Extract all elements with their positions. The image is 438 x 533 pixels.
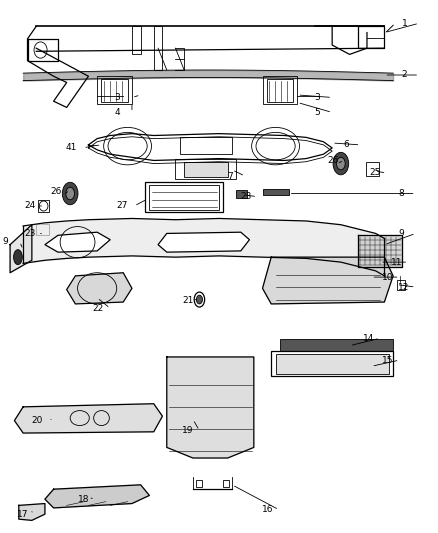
- Polygon shape: [67, 273, 132, 304]
- Polygon shape: [167, 357, 254, 458]
- Bar: [396, 280, 405, 289]
- Bar: [267, 79, 293, 102]
- Text: 20: 20: [31, 416, 42, 425]
- Text: 9: 9: [2, 237, 8, 246]
- Text: 26: 26: [327, 156, 338, 165]
- Polygon shape: [10, 225, 32, 273]
- Bar: [280, 340, 393, 351]
- Polygon shape: [262, 257, 393, 304]
- Text: 26: 26: [50, 187, 61, 196]
- Bar: [237, 190, 247, 198]
- Ellipse shape: [336, 157, 345, 170]
- Polygon shape: [19, 504, 45, 520]
- Text: 41: 41: [66, 143, 77, 152]
- Text: 27: 27: [117, 201, 128, 211]
- Text: 1: 1: [402, 19, 407, 28]
- Text: 15: 15: [382, 356, 394, 365]
- Text: 21: 21: [182, 296, 194, 305]
- Polygon shape: [14, 403, 162, 433]
- Polygon shape: [358, 235, 402, 266]
- Text: 4: 4: [115, 108, 120, 117]
- Bar: [262, 189, 289, 195]
- Ellipse shape: [62, 182, 78, 205]
- Bar: [271, 351, 393, 376]
- Text: 7: 7: [228, 172, 233, 181]
- Ellipse shape: [196, 295, 202, 304]
- Bar: [145, 182, 223, 212]
- Text: 3: 3: [115, 93, 120, 102]
- Bar: [276, 354, 389, 374]
- Text: 2: 2: [402, 70, 407, 79]
- Polygon shape: [45, 232, 110, 252]
- Text: 12: 12: [398, 282, 410, 292]
- Bar: [223, 480, 229, 487]
- Bar: [97, 76, 132, 104]
- Text: 9: 9: [398, 229, 404, 238]
- Text: 10: 10: [382, 272, 394, 281]
- Bar: [149, 185, 219, 209]
- Text: 8: 8: [398, 189, 404, 198]
- Bar: [180, 137, 232, 154]
- Text: 23: 23: [24, 229, 35, 238]
- Text: 18: 18: [78, 495, 89, 504]
- Text: 16: 16: [261, 505, 273, 514]
- Text: 3: 3: [315, 93, 321, 102]
- Text: 22: 22: [93, 304, 104, 313]
- Text: 6: 6: [343, 140, 349, 149]
- Bar: [184, 161, 228, 177]
- Bar: [262, 76, 297, 104]
- Text: 19: 19: [182, 426, 194, 435]
- Polygon shape: [45, 485, 149, 508]
- Text: 5: 5: [315, 108, 321, 117]
- Text: 11: 11: [391, 257, 403, 266]
- Text: 23: 23: [240, 192, 251, 201]
- Ellipse shape: [66, 187, 74, 200]
- Polygon shape: [158, 232, 250, 252]
- Bar: [366, 163, 379, 176]
- Bar: [196, 480, 201, 487]
- Text: 17: 17: [17, 510, 28, 519]
- Bar: [102, 79, 127, 102]
- Text: 14: 14: [363, 334, 374, 343]
- Bar: [39, 200, 49, 212]
- Ellipse shape: [14, 249, 22, 264]
- Text: 25: 25: [369, 168, 381, 177]
- Bar: [36, 224, 49, 235]
- Text: 24: 24: [24, 201, 35, 211]
- Bar: [176, 159, 237, 179]
- Ellipse shape: [333, 152, 349, 175]
